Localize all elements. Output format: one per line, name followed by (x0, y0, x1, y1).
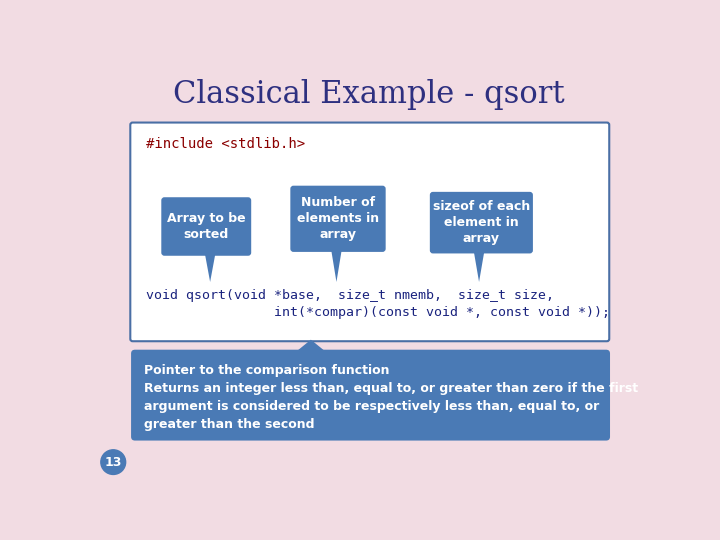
Circle shape (101, 450, 126, 475)
Polygon shape (474, 251, 485, 282)
Text: Array to be
sorted: Array to be sorted (167, 212, 246, 241)
Text: Pointer to the comparison function
Returns an integer less than, equal to, or gr: Pointer to the comparison function Retur… (144, 364, 639, 431)
Text: 13: 13 (104, 456, 122, 469)
Text: void qsort(void *base,  size_t nmemb,  size_t size,: void qsort(void *base, size_t nmemb, siz… (145, 289, 554, 302)
FancyBboxPatch shape (161, 197, 251, 256)
FancyBboxPatch shape (290, 186, 386, 252)
Polygon shape (294, 340, 328, 354)
FancyBboxPatch shape (131, 350, 610, 441)
FancyBboxPatch shape (430, 192, 533, 253)
Text: Number of
elements in
array: Number of elements in array (297, 197, 379, 241)
Polygon shape (331, 249, 342, 282)
Text: Classical Example - qsort: Classical Example - qsort (174, 78, 564, 110)
Text: int(*compar)(const void *, const void *));: int(*compar)(const void *, const void *)… (145, 306, 610, 319)
Text: #include <stdlib.h>: #include <stdlib.h> (145, 137, 305, 151)
Polygon shape (204, 253, 215, 282)
Text: sizeof of each
element in
array: sizeof of each element in array (433, 200, 530, 245)
FancyBboxPatch shape (130, 123, 609, 341)
